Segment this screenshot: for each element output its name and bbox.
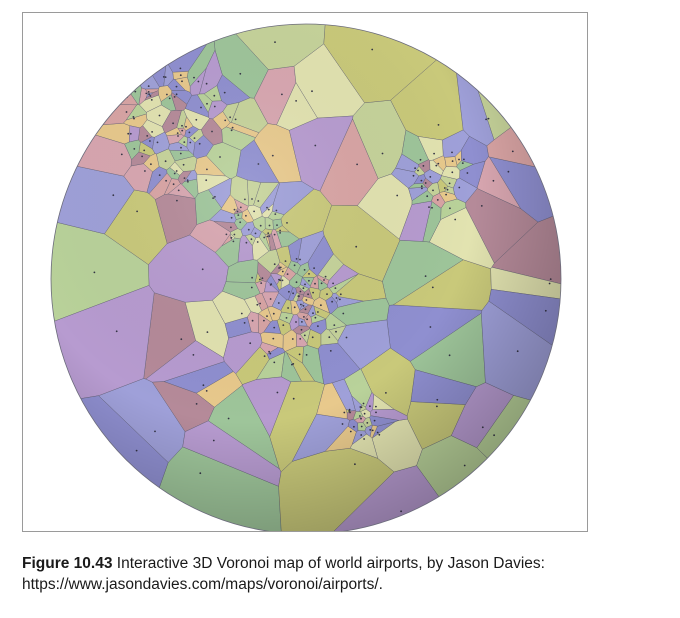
globe-shading [51, 24, 561, 531]
globe-outline [50, 23, 562, 531]
caption-text: Interactive 3D Voronoi map of world airp… [112, 555, 545, 572]
voronoi-cell [79, 24, 142, 105]
caption-url: https://www.jasondavies.com/maps/voronoi… [22, 576, 383, 593]
figure-label: Figure 10.43 [22, 555, 113, 572]
figure-image-frame [22, 12, 588, 532]
figure-caption: Figure 10.43 Interactive 3D Voronoi map … [22, 553, 662, 595]
voronoi-globe-image [50, 23, 562, 531]
voronoi-cell [51, 24, 139, 106]
